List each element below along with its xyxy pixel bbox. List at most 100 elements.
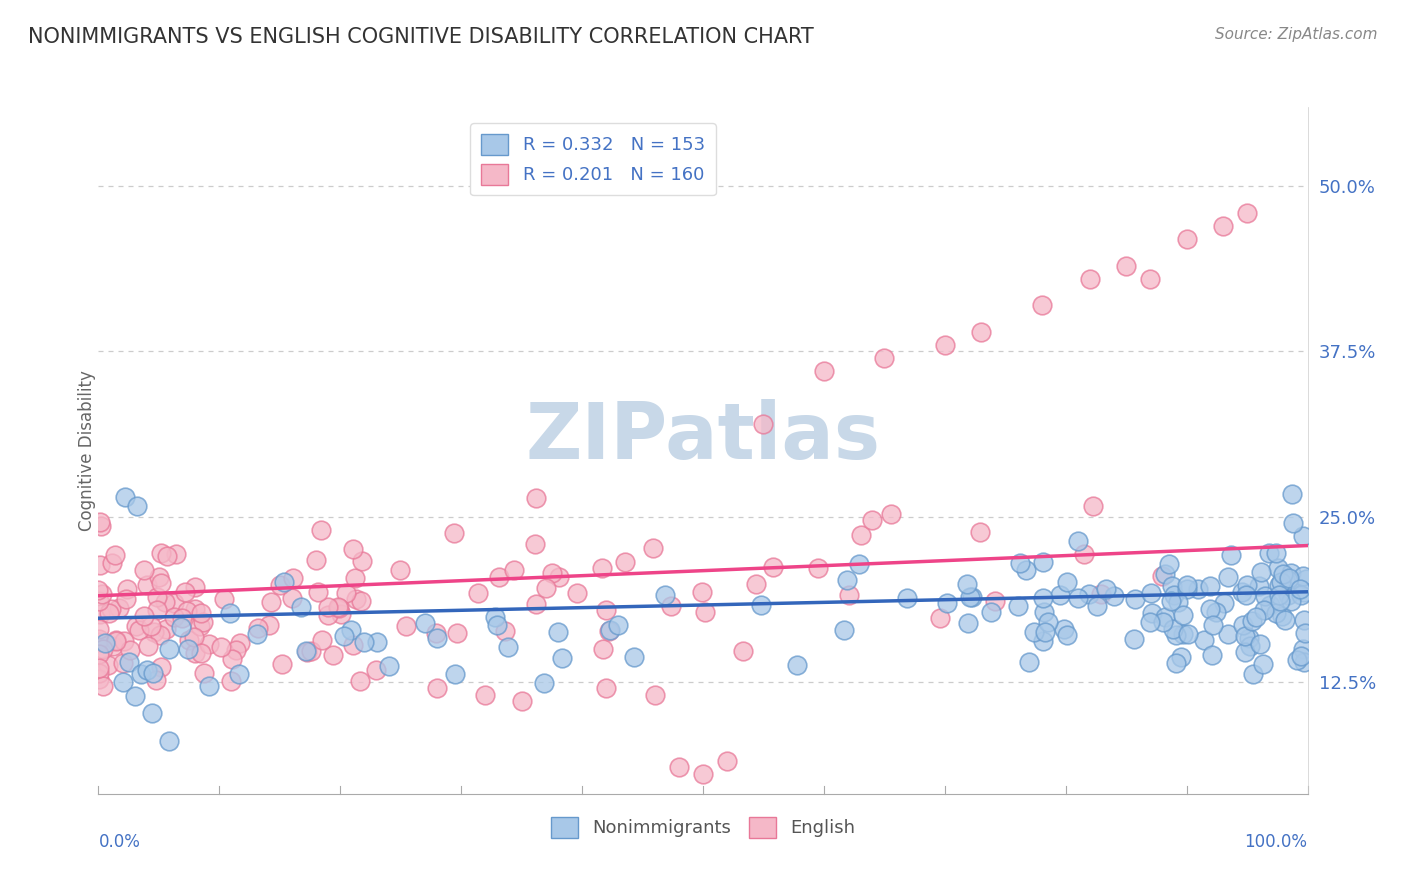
Point: [91, 641, 114, 656]
Point: [1247, 579, 1270, 593]
Point: [467, 586, 489, 600]
Point: [100, 601, 122, 615]
Point: [1282, 516, 1305, 530]
Point: [1090, 587, 1112, 601]
Point: [1157, 558, 1180, 572]
Point: [860, 513, 883, 527]
Point: [163, 609, 186, 624]
Point: [1232, 618, 1254, 632]
Point: [413, 616, 436, 631]
Point: [1007, 599, 1029, 614]
Point: [311, 633, 333, 648]
Point: [880, 507, 903, 521]
Point: [1085, 599, 1108, 613]
Point: [1187, 582, 1209, 596]
Point: [1166, 628, 1188, 642]
Point: [93, 636, 115, 650]
Point: [1236, 578, 1258, 592]
Point: [1244, 610, 1267, 624]
Point: [1167, 595, 1189, 609]
Point: [139, 618, 162, 632]
Point: [1036, 615, 1059, 629]
Point: [1102, 589, 1125, 603]
Point: [305, 553, 328, 567]
Point: [350, 594, 373, 608]
Point: [1115, 259, 1137, 273]
Point: [1053, 622, 1076, 636]
Point: [1241, 667, 1264, 681]
Point: [1150, 569, 1173, 583]
Point: [1175, 232, 1198, 246]
Point: [342, 541, 364, 556]
Point: [1067, 591, 1090, 606]
Point: [1241, 614, 1264, 628]
Point: [426, 681, 449, 696]
Point: [87, 622, 110, 636]
Point: [444, 666, 467, 681]
Point: [598, 624, 620, 639]
Point: [101, 556, 124, 570]
Point: [87, 661, 110, 675]
Point: [117, 582, 139, 596]
Point: [1279, 594, 1302, 608]
Point: [111, 675, 134, 690]
Point: [1213, 596, 1236, 610]
Point: [960, 591, 983, 605]
Point: [148, 570, 170, 584]
Point: [745, 577, 768, 591]
Point: [848, 558, 870, 572]
Point: [1218, 570, 1240, 584]
Point: [1123, 592, 1146, 607]
Point: [1032, 591, 1054, 605]
Point: [692, 767, 714, 781]
Point: [1249, 637, 1271, 651]
Point: [193, 615, 215, 630]
Point: [731, 644, 754, 658]
Point: [225, 643, 247, 657]
Point: [1163, 588, 1185, 602]
Point: [980, 605, 1002, 619]
Point: [837, 573, 859, 587]
Point: [221, 652, 243, 666]
Point: [1173, 608, 1195, 623]
Point: [716, 754, 738, 768]
Point: [342, 638, 364, 652]
Point: [115, 591, 138, 606]
Point: [209, 640, 232, 655]
Point: [1270, 574, 1292, 589]
Point: [786, 658, 808, 673]
Point: [1277, 588, 1299, 602]
Point: [807, 560, 830, 574]
Point: [377, 658, 399, 673]
Point: [1278, 571, 1301, 585]
Point: [547, 625, 569, 640]
Point: [271, 657, 294, 671]
Point: [228, 667, 250, 681]
Point: [668, 760, 690, 774]
Point: [1018, 655, 1040, 669]
Point: [353, 635, 375, 649]
Point: [1015, 563, 1038, 577]
Point: [693, 605, 716, 619]
Point: [928, 611, 950, 625]
Point: [103, 640, 125, 654]
Point: [395, 619, 418, 633]
Point: [1154, 567, 1177, 582]
Point: [118, 655, 141, 669]
Point: [1024, 625, 1046, 640]
Point: [1031, 298, 1053, 312]
Point: [120, 643, 142, 657]
Point: [956, 577, 979, 591]
Point: [599, 623, 621, 637]
Point: [591, 561, 613, 575]
Point: [330, 607, 353, 622]
Point: [366, 635, 388, 649]
Point: [957, 616, 980, 631]
Point: [129, 667, 152, 681]
Point: [344, 571, 367, 585]
Point: [328, 600, 350, 615]
Point: [1171, 627, 1194, 641]
Point: [607, 618, 630, 632]
Point: [752, 417, 775, 431]
Point: [534, 581, 557, 595]
